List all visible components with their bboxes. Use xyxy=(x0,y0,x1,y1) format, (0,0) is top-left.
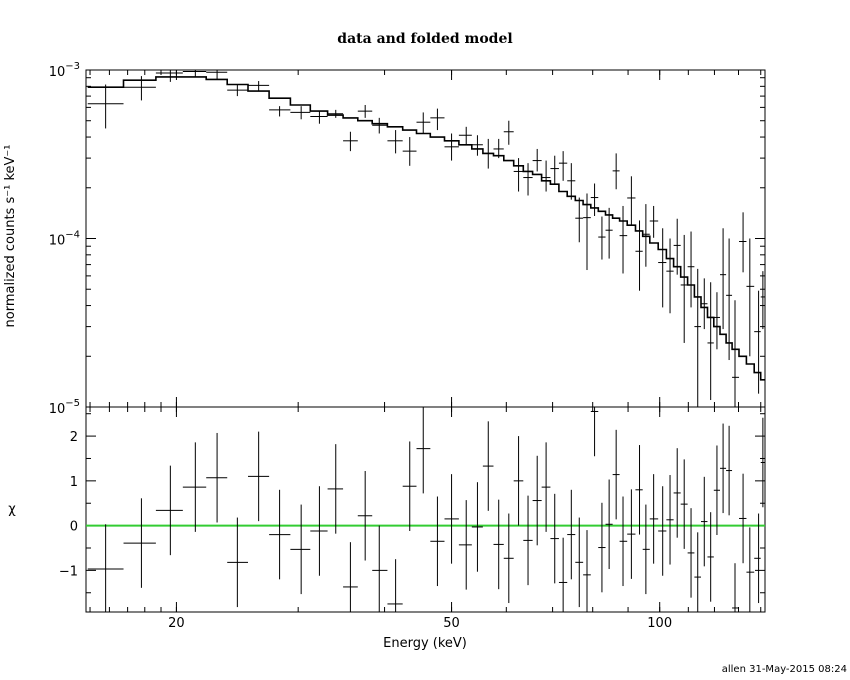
top-y-axis-label: normalized counts s⁻¹ keV⁻¹ xyxy=(3,145,18,328)
x-tick-label: 20 xyxy=(168,616,185,631)
y-tick-label: 10−5 xyxy=(49,398,80,417)
bottom-plot-frame xyxy=(85,406,766,613)
footer-timestamp: allen 31-May-2015 08:24 xyxy=(722,664,847,675)
folded-model-line xyxy=(87,76,765,381)
bottom-panel: −1 0 1 2 xyxy=(59,406,766,613)
y-tick-label: 2 xyxy=(70,430,78,445)
x-axis-label: Energy (keV) xyxy=(383,636,467,651)
y-tick-label: 1 xyxy=(70,475,78,490)
x-tick-label: 100 xyxy=(647,616,672,631)
bottom-y-axis-label: χ xyxy=(8,502,16,517)
y-tick-label: 10−3 xyxy=(49,61,80,80)
y-tick-label: 10−4 xyxy=(49,230,80,249)
y-tick-label: 0 xyxy=(70,520,78,535)
chart-title: data and folded model xyxy=(337,31,512,47)
x-tick-label: 50 xyxy=(443,616,460,631)
top-panel: 10−3 10−4 10−5 xyxy=(49,61,766,417)
y-tick-label: −1 xyxy=(59,564,78,579)
